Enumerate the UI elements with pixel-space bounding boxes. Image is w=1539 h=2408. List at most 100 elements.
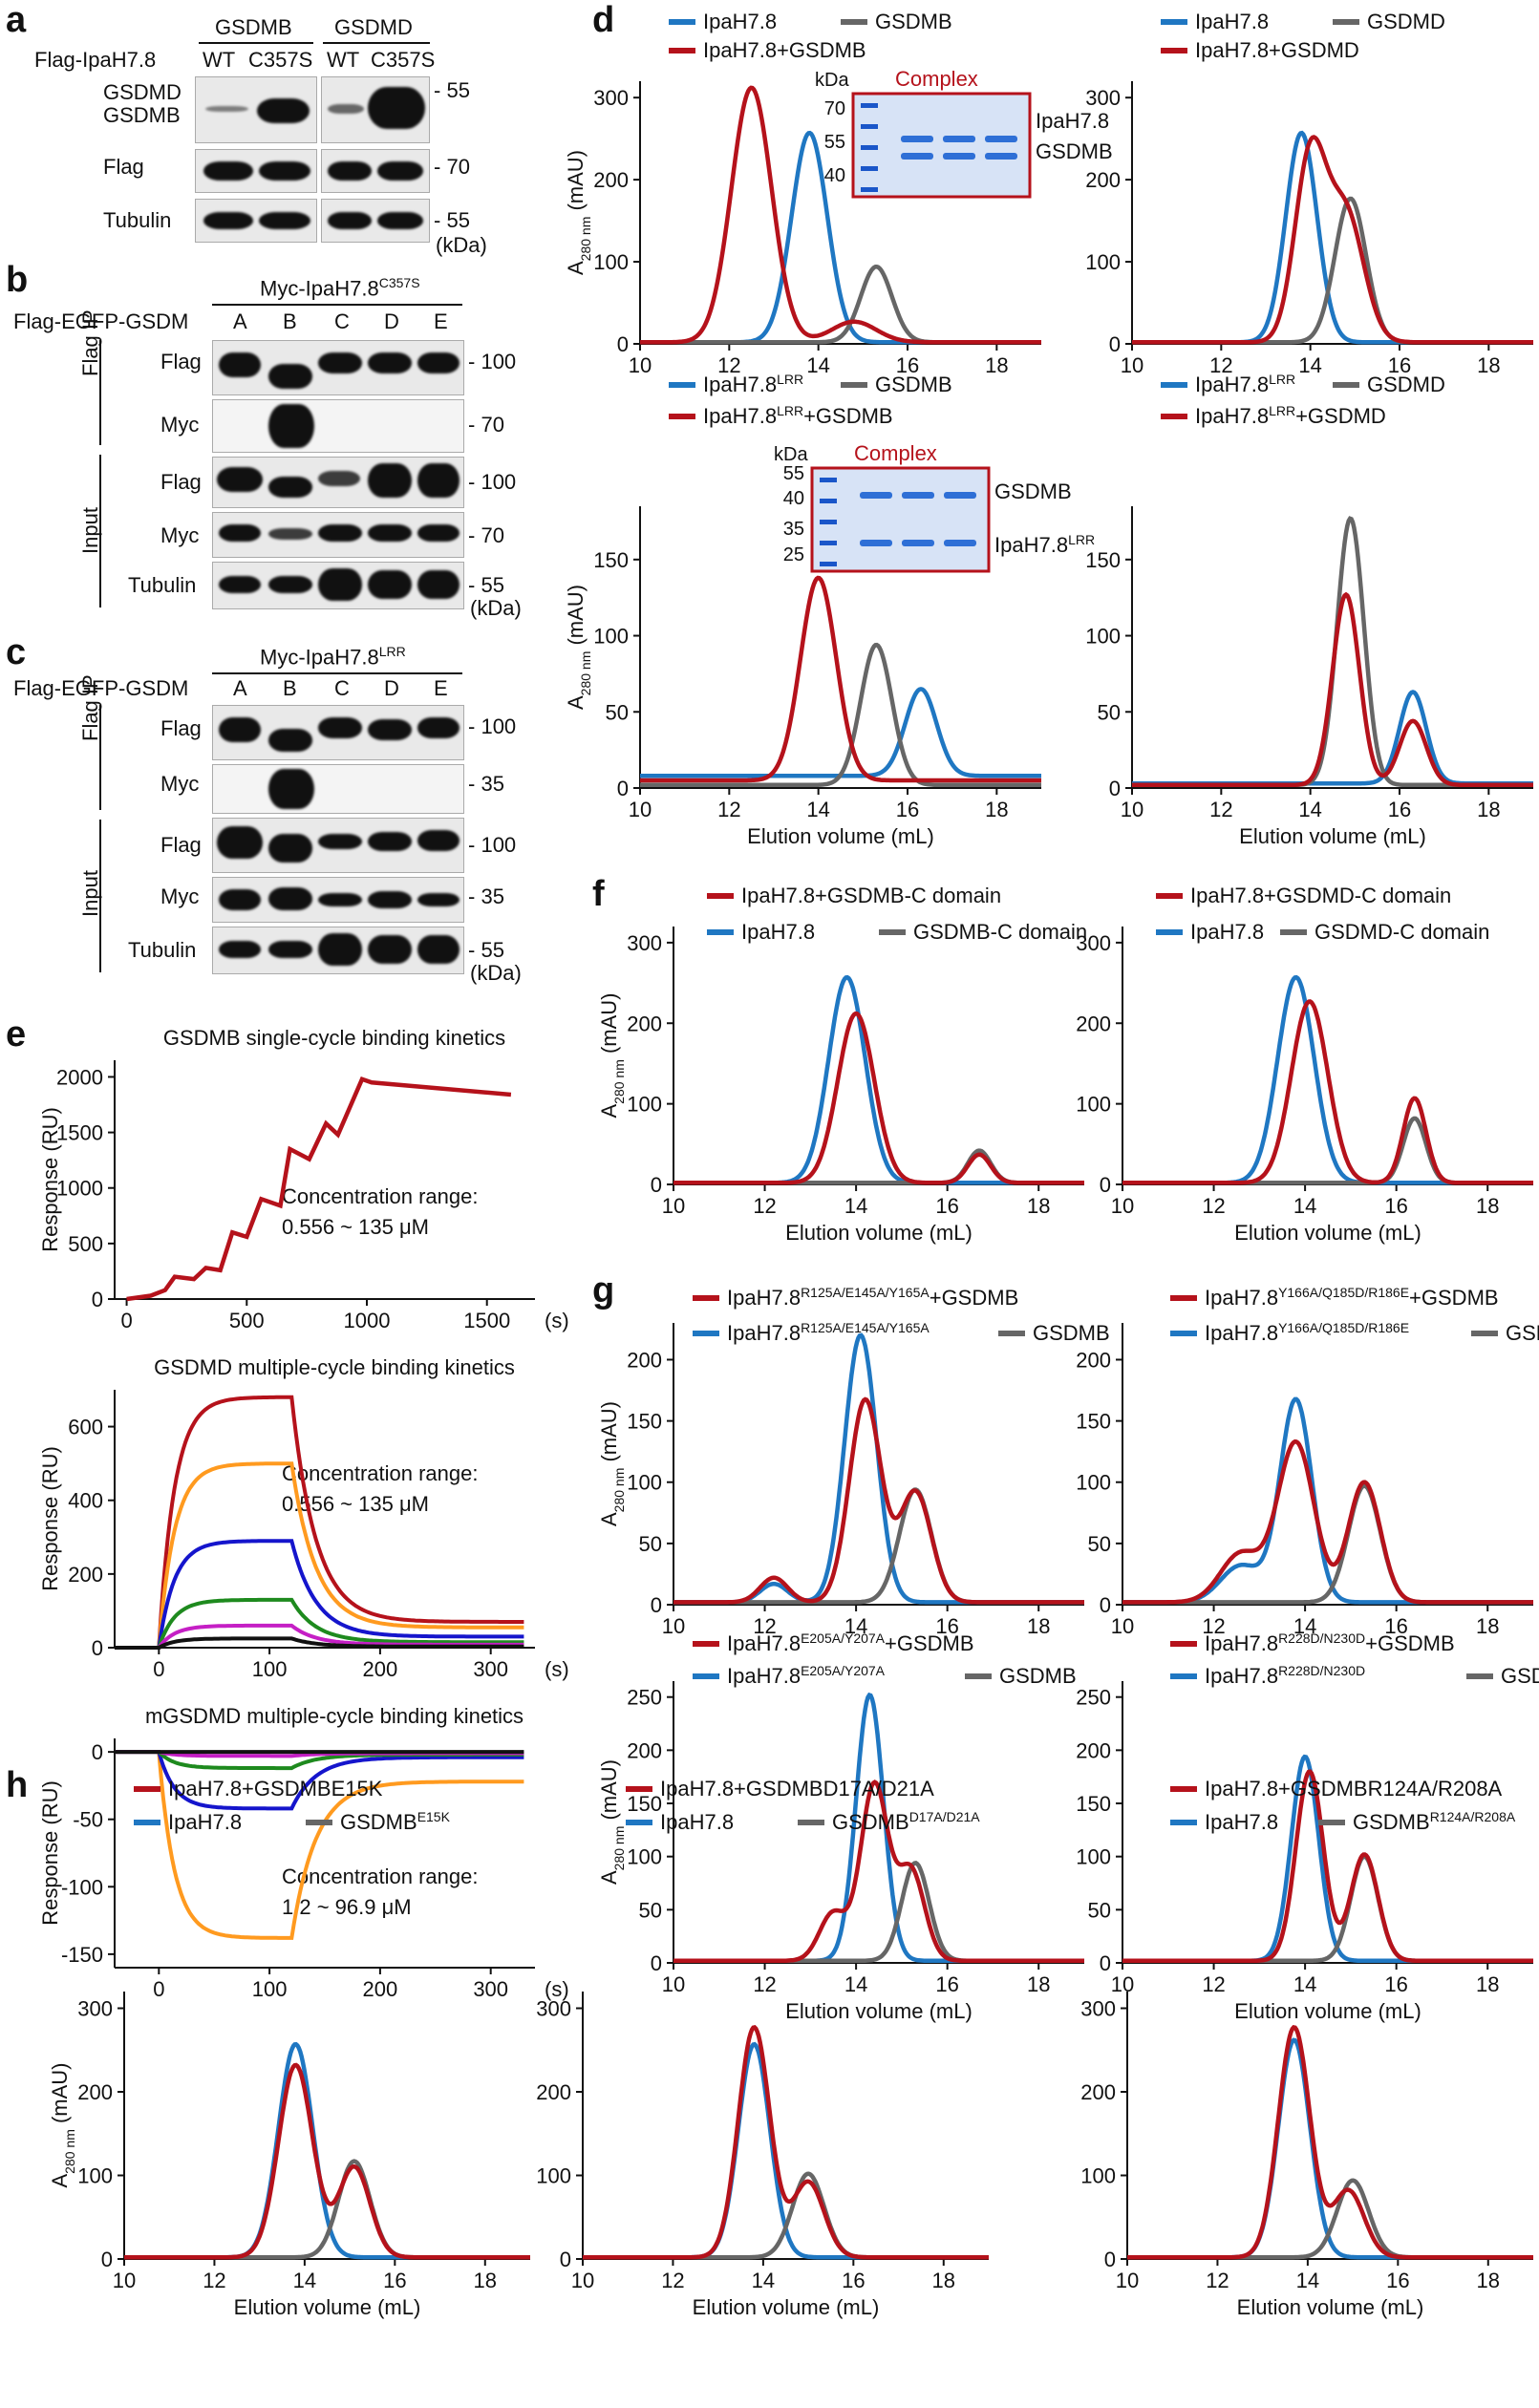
lane-label: C357S (371, 48, 436, 72)
kda-label: (kDa) (470, 596, 522, 620)
series-line (673, 1487, 1084, 1605)
y-tick-label: 0 (651, 1593, 662, 1617)
y-tick-label: 50 (1088, 1898, 1111, 1922)
x-tick-label: 10 (1111, 1194, 1134, 1218)
marker: - 55 (468, 573, 504, 597)
x-tick-label: 12 (717, 353, 740, 377)
y-tick-label: 300 (77, 1997, 113, 2021)
x-tick-label: 10 (629, 798, 652, 821)
x-tick-label: 14 (293, 2269, 316, 2292)
panel-letter-c: c (6, 632, 27, 672)
y-tick-label: 100 (1085, 250, 1121, 274)
y-tick-label: 200 (627, 1738, 662, 1762)
legend-label: GSDMB (1506, 1321, 1539, 1345)
legend-main: IpaH7.8 (1205, 1664, 1278, 1688)
blot-label: GSDMB (103, 103, 181, 127)
x-tick-label: 12 (661, 2269, 684, 2292)
chart-f2: 0 100 200 300 10 12 14 16 18 Elution volume (mL) I… (1076, 884, 1533, 1245)
x-tick-label: 16 (1388, 798, 1411, 821)
blot-strip (321, 149, 430, 193)
x-tick-label: 16 (935, 1194, 958, 1218)
y-axis-label: A280 nm (mAU) (48, 2062, 77, 2187)
legend-sup: R124A/R208A (1430, 1809, 1516, 1824)
series-line (124, 2062, 530, 2260)
x-tick-label: 10 (1121, 353, 1144, 377)
series-line (673, 1332, 1084, 1605)
row-label: Flag-EGFP-GSDM (13, 676, 189, 700)
chart-g4: 0 50 100 150 200 250 10 12 14 16 18 Elution volume … (1076, 1630, 1539, 2023)
y-tick-label: 0 (92, 1636, 103, 1660)
y-tick-label: -100 (61, 1875, 103, 1899)
gel-ladder-band (820, 478, 837, 482)
ylab-rest: (mAU) (564, 585, 588, 651)
x-tick-label: 300 (473, 1977, 508, 2001)
x-tick-label: 10 (1121, 798, 1144, 821)
y-axis-label: Response (RU) (38, 1780, 62, 1926)
y-tick-label: 100 (627, 1093, 662, 1117)
x-tick-label: 10 (571, 2269, 594, 2292)
series-line (115, 1750, 524, 1811)
y-tick-label: 1000 (56, 1177, 103, 1201)
x-tick-label: 14 (752, 2269, 775, 2292)
legend-sup: LRR (777, 403, 803, 418)
x-tick-label: 18 (1027, 1972, 1050, 1996)
header-gsdmd: GSDMD (334, 15, 413, 39)
x-tick-label: 12 (1209, 798, 1232, 821)
legend-main: IpaH7.8 (994, 533, 1068, 557)
marker: - 100 (468, 470, 517, 494)
legend-rest: +GSDMD (1295, 404, 1386, 428)
group-bracket (99, 455, 101, 607)
legend-main: IpaH7.8 (727, 1286, 801, 1310)
series-line (673, 974, 1084, 1185)
panel-letter-a: a (6, 0, 27, 40)
chart-title: GSDMD multiple-cycle binding kinetics (154, 1355, 515, 1379)
lane-label: E (434, 309, 448, 333)
x-tick-label: 12 (1202, 1194, 1225, 1218)
gel-ladder-band (861, 145, 878, 150)
y-tick-label: 0 (560, 2248, 571, 2271)
panel-letter-b: b (6, 260, 29, 300)
ylab-rest: (mAU) (597, 992, 621, 1059)
series-line (1122, 1116, 1533, 1185)
y-tick-label: 200 (1076, 1738, 1111, 1762)
series-line (673, 1148, 1084, 1185)
y-tick-label: 1500 (56, 1121, 103, 1145)
y-tick-label: 100 (1085, 625, 1121, 649)
x-tick-label: 10 (113, 2269, 136, 2292)
marker: - 100 (468, 714, 517, 738)
blot-strip (212, 705, 464, 760)
x-axis-label: Elution volume (mL) (1237, 2295, 1424, 2319)
inset-title: Complex (895, 67, 978, 91)
series-line (124, 2041, 530, 2260)
legend-main: IpaH7.8 (727, 1321, 801, 1345)
lane-label: WT (327, 48, 360, 72)
series-line (115, 1395, 524, 1650)
gel-band (943, 153, 975, 160)
y-axis-label: A280 nm (mAU) (564, 585, 593, 710)
x-tick-label: 18 (1027, 1614, 1050, 1638)
x-tick-label: 12 (1206, 2269, 1229, 2292)
y-tick-label: 0 (617, 332, 629, 356)
y-tick-label: 250 (1076, 1686, 1111, 1710)
x-tick-label: 200 (363, 1977, 398, 2001)
inset-marker: 55 (783, 463, 804, 484)
x-unit: (s) (545, 1309, 569, 1332)
y-tick-label: -150 (61, 1943, 103, 1967)
x-tick-label: 10 (1111, 1972, 1134, 1996)
x-tick-label: 500 (229, 1309, 265, 1332)
x-tick-label: 14 (844, 1614, 867, 1638)
y-tick-label: 0 (92, 1288, 103, 1311)
panel-letter-e: e (6, 1014, 27, 1055)
y-tick-label: 200 (593, 168, 629, 192)
legend-label: GSDMB (1036, 139, 1113, 163)
legend-label: GSDMB (1501, 1664, 1539, 1688)
annotation: Concentration range: (282, 1865, 478, 1888)
legend-sup: LRR (1269, 403, 1295, 418)
y-tick-label: 0 (1104, 2248, 1116, 2271)
y-tick-label: 150 (627, 1410, 662, 1434)
blot-label: Myc (160, 884, 200, 908)
y-tick-label: 50 (1088, 1532, 1111, 1556)
lane-label: A (233, 676, 247, 700)
